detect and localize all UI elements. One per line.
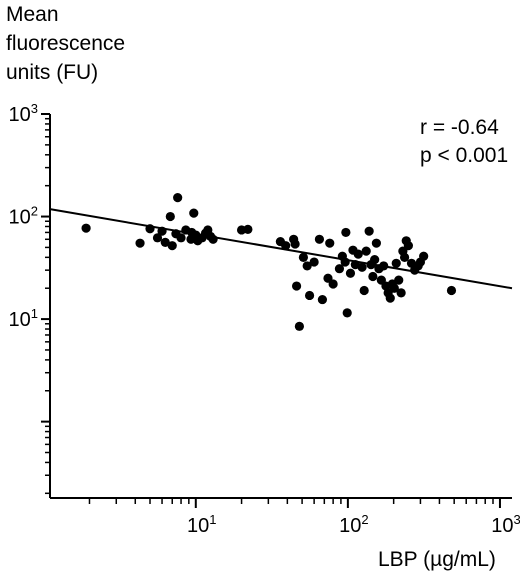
p-value: p < 0.001 — [420, 144, 509, 167]
data-point — [281, 241, 291, 251]
data-point — [304, 290, 315, 301]
data-point — [342, 308, 352, 318]
axes — [49, 114, 512, 499]
data-point — [345, 268, 356, 278]
regression-line — [49, 208, 513, 290]
data-point — [81, 223, 91, 233]
data-point — [309, 257, 319, 267]
data-point — [359, 285, 369, 296]
data-point — [353, 249, 363, 259]
correlation-coefficient: r = -0.64 — [420, 116, 499, 139]
y-tick-label-1: 101 — [9, 306, 38, 331]
data-point — [371, 238, 381, 248]
data-point — [364, 226, 374, 236]
data-point — [157, 226, 167, 236]
data-point — [368, 271, 378, 282]
data-point — [298, 252, 308, 262]
data-point — [389, 283, 399, 293]
x-tick-label-3: 103 — [491, 512, 520, 537]
tick-labels: 101 102 103 101 102 103 — [9, 101, 520, 537]
data-point — [291, 281, 302, 291]
data-point — [328, 279, 338, 289]
data-point — [173, 193, 183, 203]
data-point — [317, 294, 328, 305]
data-point — [189, 208, 199, 218]
data-point — [419, 251, 429, 261]
x-tick-label-1: 101 — [187, 512, 216, 537]
data-point — [334, 264, 345, 274]
data-point — [208, 234, 218, 244]
data-point — [152, 233, 163, 243]
data-point — [341, 227, 351, 238]
data-point — [325, 238, 335, 248]
data-point — [176, 233, 186, 243]
y-axis-label-line-3: units (FU) — [6, 61, 99, 84]
x-tick-label-2: 102 — [339, 512, 368, 537]
data-point — [302, 261, 312, 271]
data-point — [145, 224, 155, 234]
data-point — [403, 241, 413, 251]
y-axis-label: Mean fluorescence units (FU) — [6, 0, 125, 87]
y-tick-label-3: 103 — [9, 101, 38, 126]
data-point — [391, 258, 401, 268]
data-point — [165, 211, 175, 222]
regression-line-group — [49, 208, 513, 290]
y-tick-label-2: 102 — [9, 204, 38, 229]
data-point — [340, 257, 350, 267]
x-axis-label: LBP (µg/mL) — [378, 548, 496, 571]
data-point — [394, 275, 404, 285]
data-point — [167, 241, 177, 251]
data-point — [361, 246, 371, 256]
data-point — [370, 255, 380, 265]
data-point — [160, 237, 170, 247]
data-point — [357, 262, 367, 272]
data-point — [379, 261, 389, 271]
data-point — [314, 234, 325, 244]
data-point — [399, 252, 410, 262]
data-point — [243, 224, 253, 234]
data-point — [290, 239, 300, 249]
statistics-annotation: r = -0.64 p < 0.001 — [420, 114, 508, 170]
data-point — [294, 321, 304, 331]
data-point — [385, 293, 395, 303]
data-point — [396, 288, 406, 298]
data-point — [446, 285, 457, 296]
y-axis-label-line-1: Mean — [6, 3, 59, 26]
data-points — [81, 193, 457, 331]
y-axis-label-line-2: fluorescence — [6, 32, 126, 55]
axis-ticks — [41, 113, 501, 508]
data-point — [135, 238, 145, 248]
